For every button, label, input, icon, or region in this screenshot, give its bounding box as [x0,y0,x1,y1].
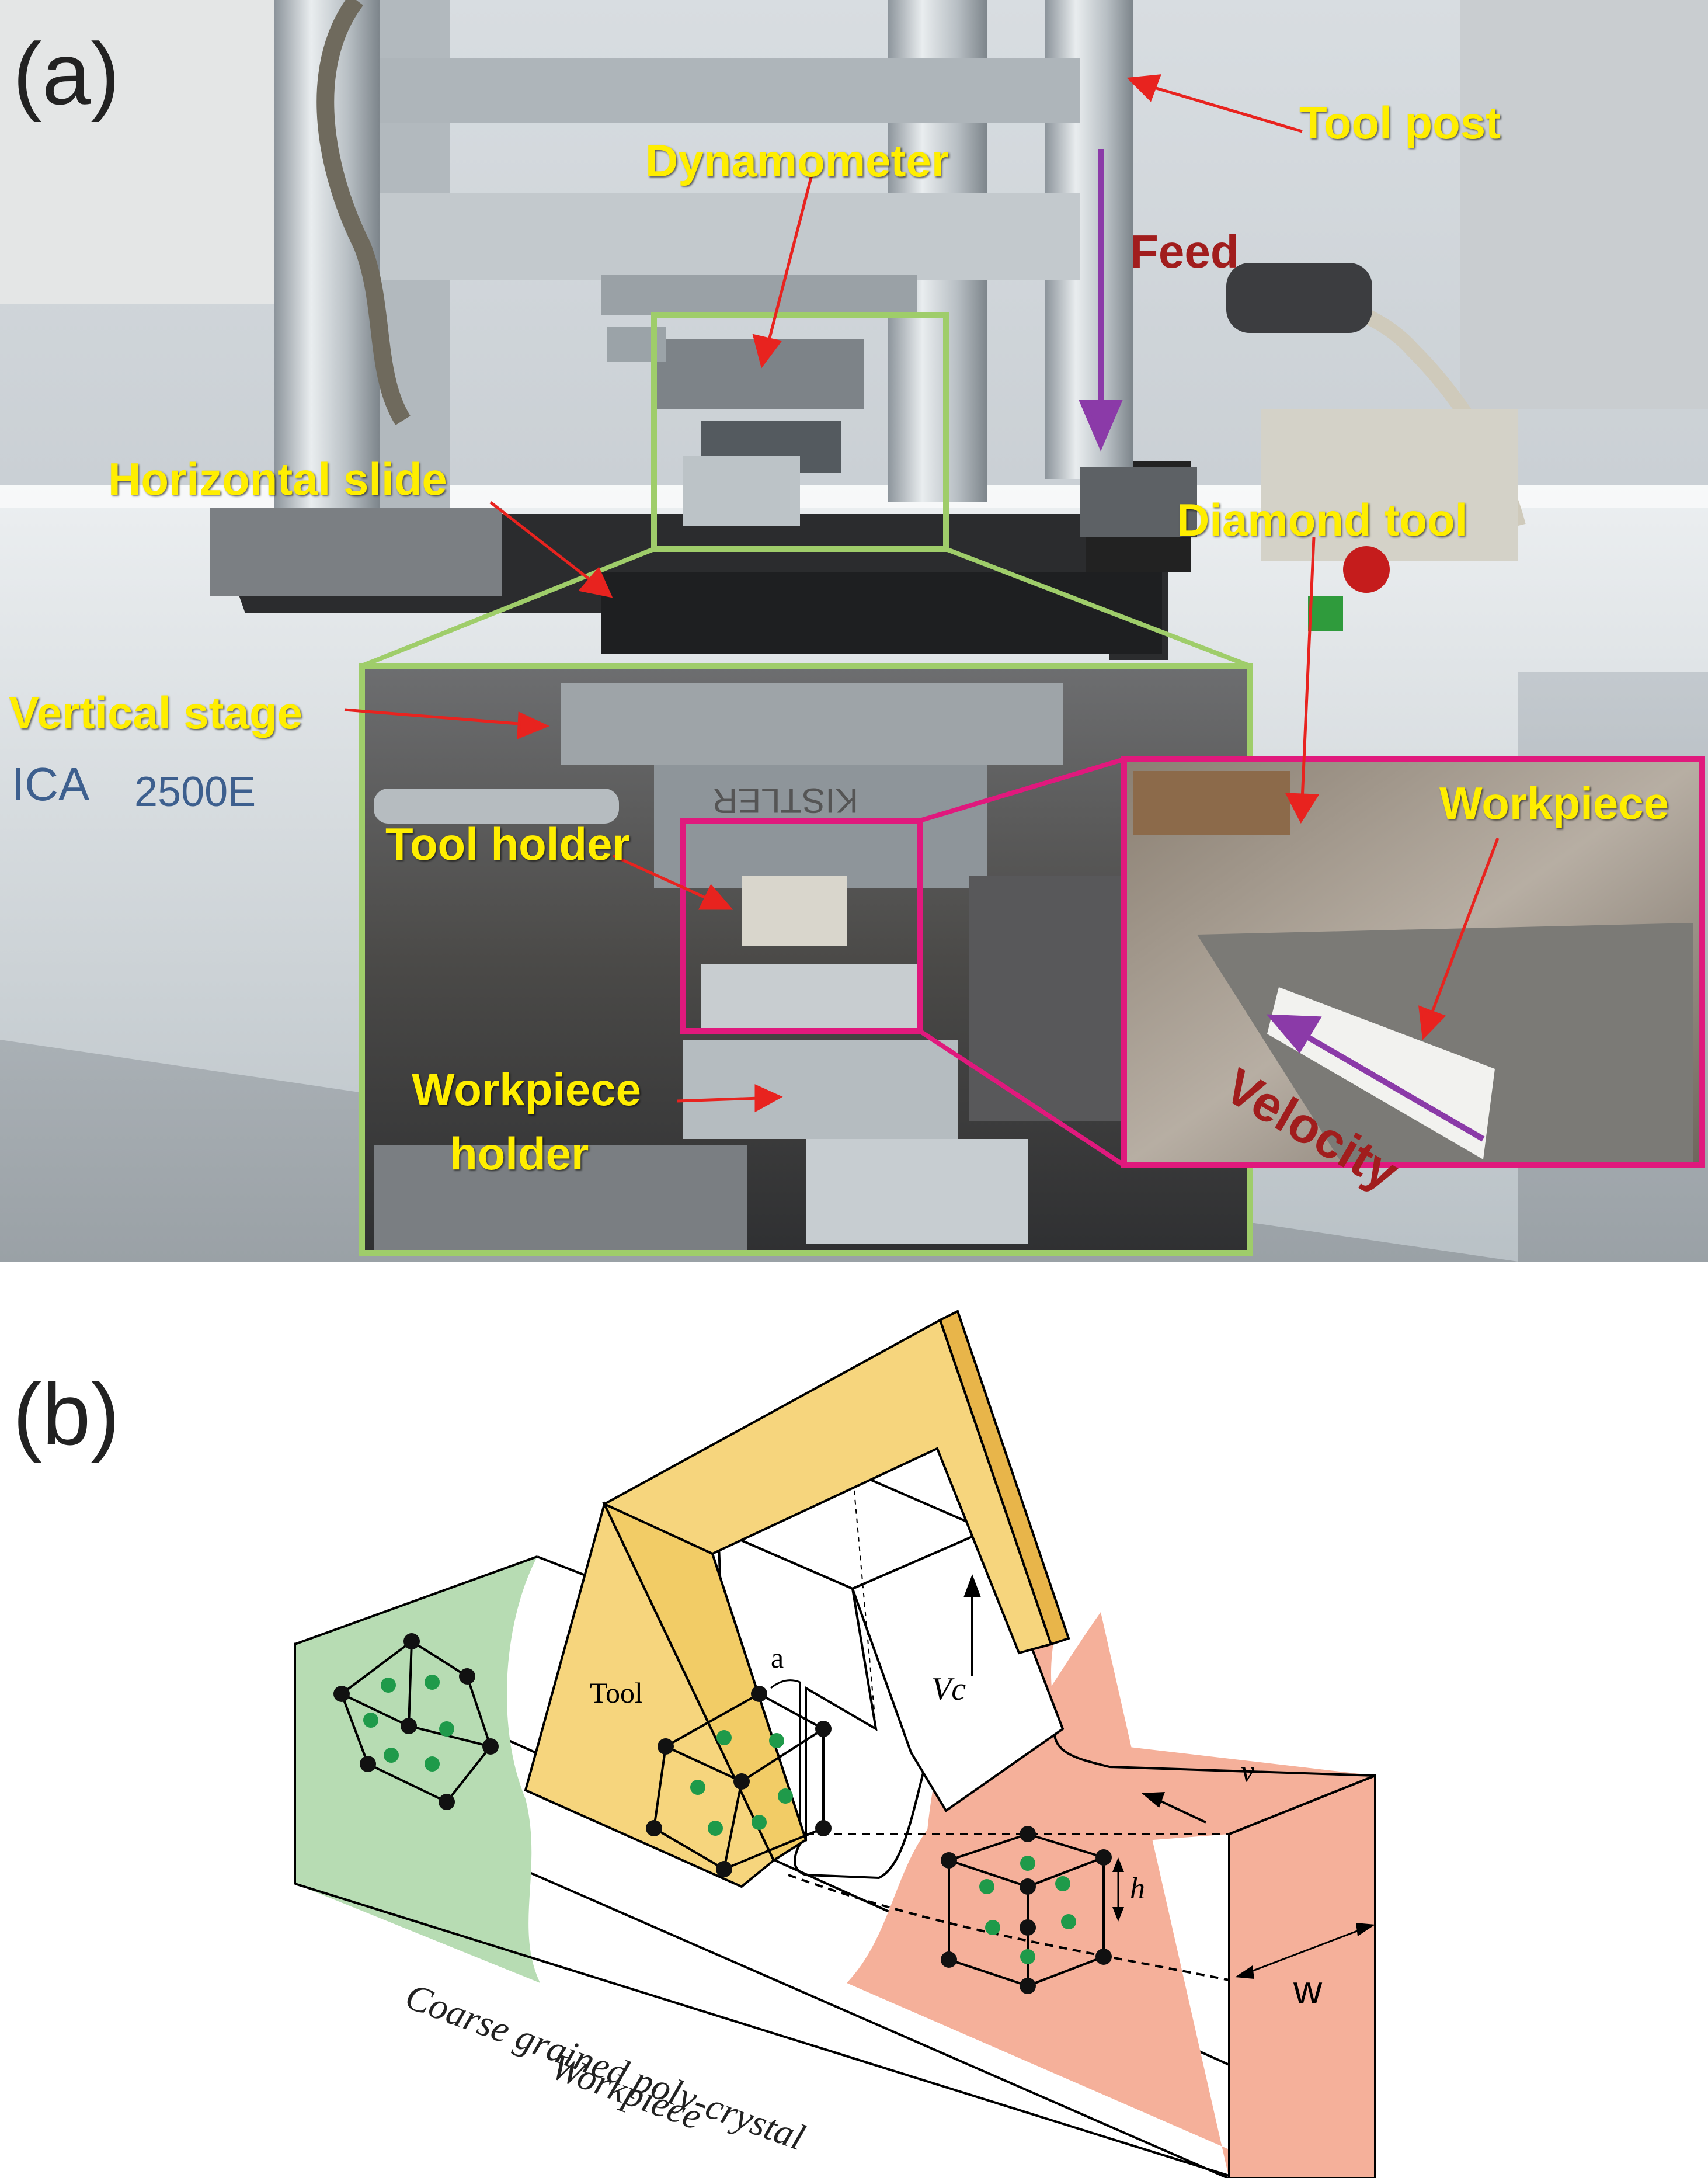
panel-a-photograph: ICA 2500E [0,0,1708,1262]
motion-arrows [1079,149,1485,1142]
machine-photo: ICA 2500E [0,0,1708,1262]
machine-model-text: 2500E [134,769,256,815]
machine-brand-text: ICA [12,758,90,810]
panel-a-letter: (a) [13,25,120,123]
label-workpiece: Workpiece [1439,777,1669,829]
label-horizontal-slide: Horizontal slide [108,453,447,505]
label-vertical-stage: Vertical stage [9,687,302,738]
label-workpiece-holder-line2: holder [450,1128,589,1179]
label-angle: a [771,1641,784,1674]
panel-b-schematic: Tool a Vc v h w Coarse grained poly-crys… [0,1262,1708,2181]
label-tool-holder: Tool holder [385,818,630,870]
green-inset-outline [361,312,1251,668]
green-grain [295,1557,540,1983]
label-dynamometer: Dynamometer [645,135,949,186]
label-tool-post: Tool post [1299,97,1501,148]
panel-b-letter: (b) [13,1365,120,1463]
magenta-inset-outline [680,757,1126,1168]
label-tool: Tool [590,1676,643,1709]
label-diamond-tool: Diamond tool [1177,494,1468,546]
sensor-label-text: KISTLER [712,781,858,820]
label-h: h [1130,1872,1145,1905]
label-vc: Vc [931,1671,966,1707]
label-feed: Feed [1130,225,1239,277]
annotation-arrows [344,74,1500,1113]
label-w: w [1293,1968,1323,2012]
label-workpiece-holder-line1: Workpiece [412,1064,642,1115]
label-v: v [1241,1755,1255,1788]
